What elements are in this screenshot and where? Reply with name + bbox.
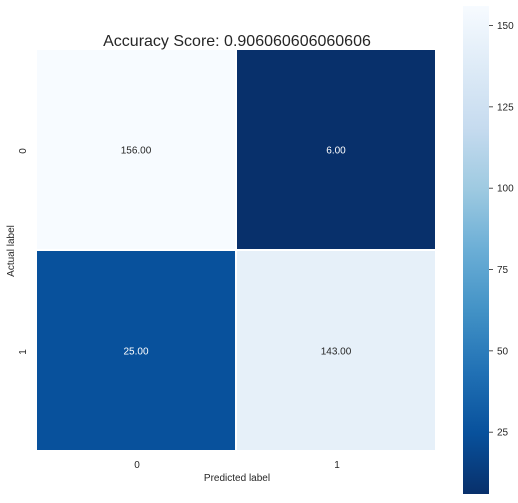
colorbar-tick-label-0: 25 — [497, 428, 509, 439]
heatmap-cell-0-0 — [37, 50, 235, 249]
y-tick-label-0: 0 — [18, 148, 29, 154]
colorbar-tick-label-3: 100 — [497, 184, 514, 195]
x-tick-label-0: 0 — [134, 460, 140, 471]
heatmap-cell-1-1 — [237, 251, 435, 450]
y-axis-label: Actual label — [6, 225, 17, 277]
cell-value-label-0-1: 6.00 — [326, 146, 346, 157]
heatmap-cells: 156.00 6.00 25.00 143.00 — [37, 50, 435, 450]
colorbar-tick-label-4: 125 — [497, 102, 514, 113]
colorbar — [463, 6, 489, 494]
colorbar-tick-label-2: 75 — [497, 265, 509, 276]
colorbar-tick-label-1: 50 — [497, 346, 509, 357]
y-tick-label-1: 1 — [18, 349, 29, 355]
cell-value-label-0-0: 156.00 — [121, 146, 152, 157]
y-tick-labels: 0 1 — [18, 148, 29, 355]
cell-value-label-1-0: 25.00 — [123, 347, 148, 358]
chart-title: Accuracy Score: 0.906060606060606 — [103, 33, 371, 50]
cell-value-label-1-1: 143.00 — [321, 347, 352, 358]
heatmap-cell-0-1 — [237, 50, 435, 249]
x-axis-label: Predicted label — [204, 473, 270, 484]
x-tick-labels: 0 1 — [134, 460, 340, 471]
x-tick-label-1: 1 — [334, 460, 340, 471]
heatmap-cell-1-0 — [37, 251, 235, 450]
colorbar-ticks: 25 50 75 100 125 150 — [489, 21, 514, 439]
colorbar-tick-label-5: 150 — [497, 21, 514, 32]
